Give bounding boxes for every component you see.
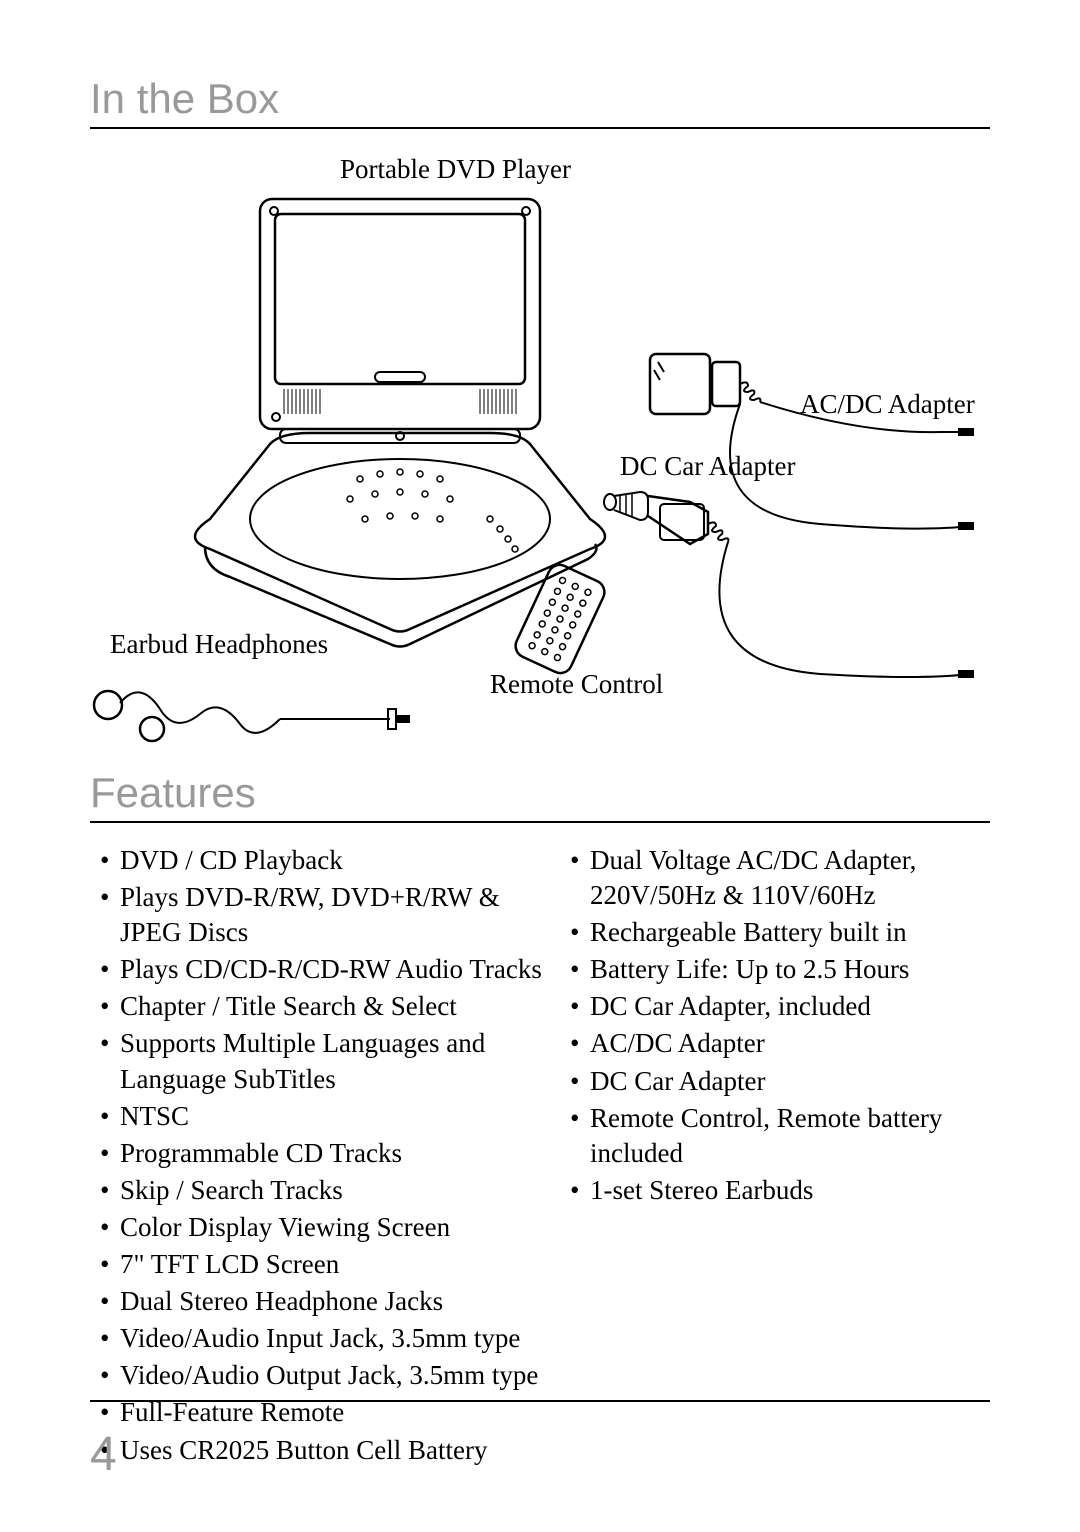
feature-item: Dual Stereo Headphone Jacks <box>90 1284 560 1319</box>
features-list: DVD / CD Playback Plays DVD-R/RW, DVD+R/… <box>90 843 990 1470</box>
feature-item: DC Car Adapter, included <box>560 989 990 1024</box>
feature-item: NTSC <box>90 1099 560 1134</box>
feature-item: Supports Multiple Languages and Language… <box>90 1026 560 1096</box>
feature-item: Plays CD/CD-R/CD-RW Audio Tracks <box>90 952 560 987</box>
section-title-features: Features <box>90 769 990 823</box>
section-title-in-the-box: In the Box <box>90 75 990 129</box>
footer-divider <box>90 1400 990 1402</box>
feature-item: 7" TFT LCD Screen <box>90 1247 560 1282</box>
dc-car-adapter-icon <box>600 484 980 694</box>
feature-item: DVD / CD Playback <box>90 843 560 878</box>
feature-item: AC/DC Adapter <box>560 1026 990 1061</box>
feature-item: Video/Audio Input Jack, 3.5mm type <box>90 1321 560 1356</box>
feature-item: Skip / Search Tracks <box>90 1173 560 1208</box>
features-left-column: DVD / CD Playback Plays DVD-R/RW, DVD+R/… <box>90 843 560 1470</box>
dc-car-adapter-label: DC Car Adapter <box>620 451 795 482</box>
feature-item: Video/Audio Output Jack, 3.5mm type <box>90 1358 560 1393</box>
feature-item: Battery Life: Up to 2.5 Hours <box>560 952 990 987</box>
page-number: 4 <box>90 1427 990 1482</box>
feature-item: Rechargeable Battery built in <box>560 915 990 950</box>
feature-item: Remote Control, Remote battery included <box>560 1101 990 1171</box>
feature-item: Dual Voltage AC/DC Adapter, 220V/50Hz & … <box>560 843 990 913</box>
feature-item: DC Car Adapter <box>560 1064 990 1099</box>
earbud-headphones-icon <box>90 659 420 749</box>
feature-item: Chapter / Title Search & Select <box>90 989 560 1024</box>
earbud-headphones-label: Earbud Headphones <box>110 629 328 660</box>
page-footer: 4 <box>90 1400 990 1482</box>
remote-control-icon <box>510 559 650 679</box>
features-right-column: Dual Voltage AC/DC Adapter, 220V/50Hz & … <box>560 843 990 1470</box>
dvd-player-label: Portable DVD Player <box>340 154 571 185</box>
feature-item: Color Display Viewing Screen <box>90 1210 560 1245</box>
box-contents-diagram: Portable DVD Player <box>90 149 990 749</box>
feature-item: Plays DVD-R/RW, DVD+R/RW & JPEG Discs <box>90 880 560 950</box>
feature-item: Programmable CD Tracks <box>90 1136 560 1171</box>
feature-item: 1-set Stereo Earbuds <box>560 1173 990 1208</box>
